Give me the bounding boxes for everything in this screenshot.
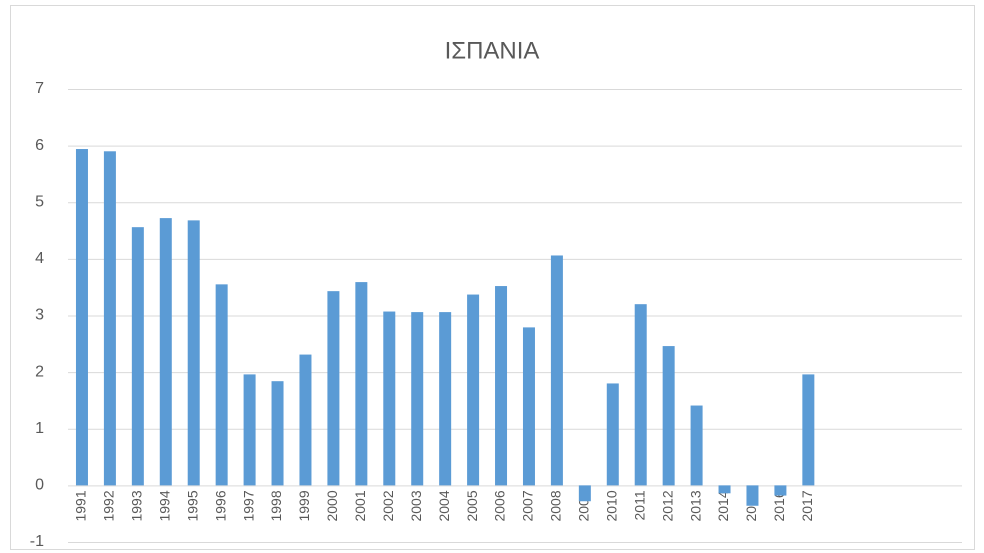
chart-border: [10, 5, 975, 550]
x-tick-label: 1997: [240, 490, 256, 521]
bar: [578, 485, 591, 502]
bar: [103, 151, 116, 486]
bar: [411, 312, 424, 486]
y-tick-label: 6: [35, 137, 44, 154]
bar: [690, 405, 703, 486]
bar: [131, 227, 144, 486]
bar: [271, 381, 284, 486]
bar: [774, 485, 787, 496]
x-tick-label: 2002: [380, 490, 396, 521]
bar: [495, 286, 508, 486]
x-tick-label: 2003: [408, 490, 424, 521]
bar: [243, 374, 256, 486]
y-tick-label: 3: [35, 307, 44, 324]
bar: [606, 383, 619, 486]
x-tick-label: 1994: [156, 490, 172, 521]
bar: [75, 149, 88, 486]
bar: [522, 327, 535, 486]
bar: [746, 485, 759, 506]
bar: [662, 346, 675, 486]
y-tick-label: 4: [35, 250, 44, 267]
x-tick-label: 2007: [520, 490, 536, 521]
x-tick-label: 1996: [212, 490, 228, 521]
y-tick-label: 2: [35, 363, 44, 380]
y-tick-label: 1: [35, 420, 44, 437]
x-tick-label: 2012: [659, 490, 675, 521]
bar: [467, 294, 480, 486]
y-tick-label: 0: [35, 477, 44, 494]
bar: [383, 311, 396, 486]
x-tick-label: 2005: [464, 490, 480, 521]
x-tick-label: 1992: [101, 490, 117, 521]
y-tick-label: -1: [30, 533, 44, 550]
bar: [718, 485, 731, 494]
bar: [327, 291, 340, 486]
x-tick-label: 1995: [184, 490, 200, 521]
y-tick-label: 7: [35, 80, 44, 97]
x-tick-label: 2017: [799, 490, 815, 521]
x-tick-label: 2008: [548, 490, 564, 521]
bar: [550, 255, 563, 486]
x-tick-label: 2000: [324, 490, 340, 521]
bar: [439, 312, 452, 486]
chart-title: ΙΣΠΑΝΙΑ: [445, 37, 540, 64]
bar: [355, 282, 368, 486]
bar: [215, 284, 228, 486]
x-tick-label: 1999: [296, 490, 312, 521]
bar: [187, 220, 200, 486]
x-tick-label: 1998: [268, 490, 284, 521]
y-tick-label: 5: [35, 193, 44, 210]
x-tick-label: 1993: [129, 490, 145, 521]
bar: [634, 304, 647, 486]
x-tick-label: 2013: [687, 490, 703, 521]
x-tick-label: 2016: [771, 490, 787, 521]
x-tick-label: 2004: [436, 490, 452, 521]
bar: [299, 354, 312, 486]
x-tick-label: 2014: [715, 490, 731, 521]
x-tick-label: 2001: [352, 490, 368, 521]
bar: [802, 374, 815, 486]
x-tick-label: 2011: [631, 490, 647, 520]
x-tick-label: 1991: [73, 490, 89, 521]
bar: [159, 218, 172, 486]
x-tick-label: 2010: [603, 490, 619, 521]
x-tick-label: 2006: [492, 490, 508, 521]
